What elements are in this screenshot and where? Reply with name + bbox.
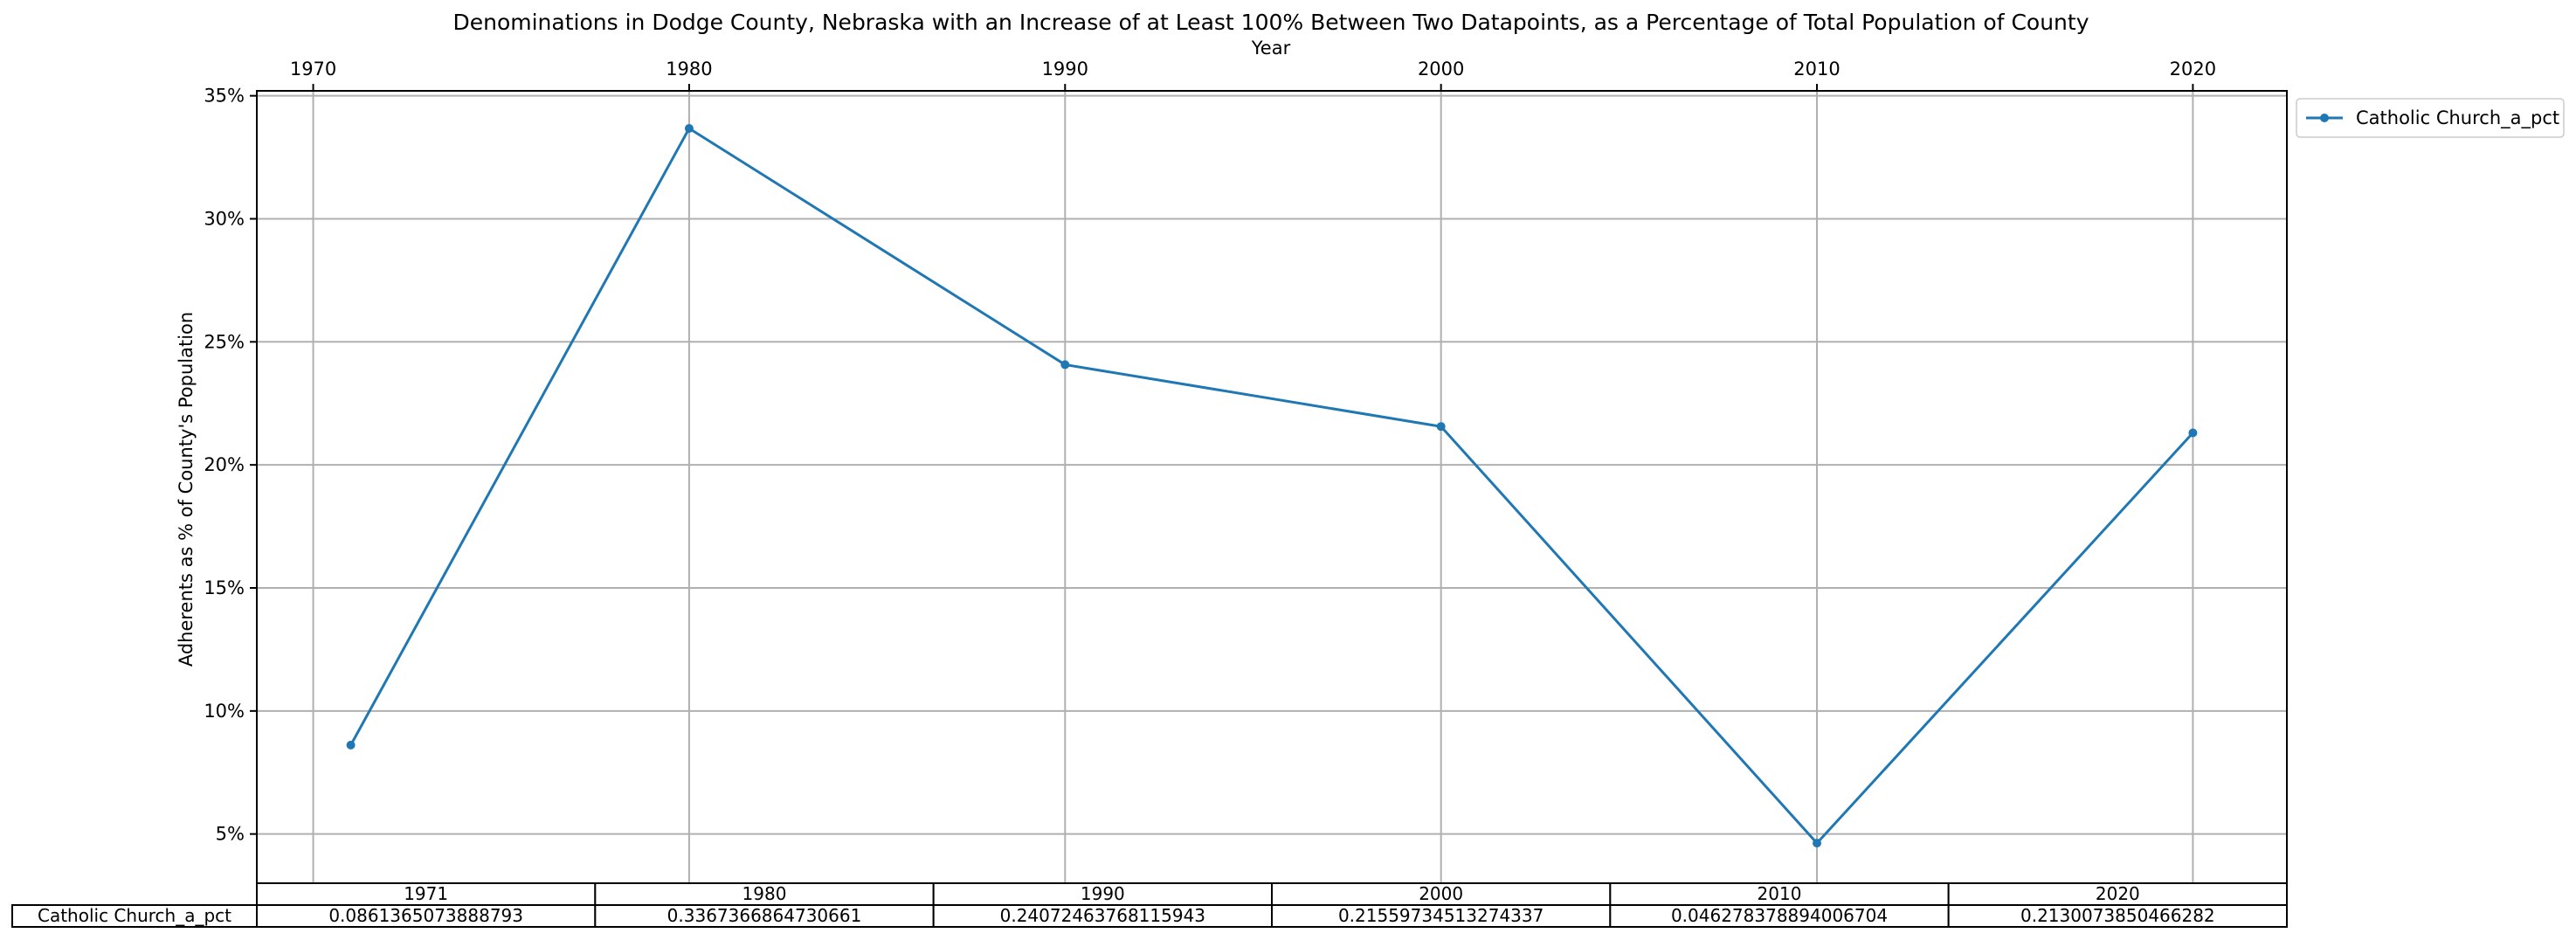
chart-title: Denominations in Dodge County, Nebraska …	[452, 10, 2089, 35]
legend: Catholic Church_a_pct	[2296, 98, 2565, 138]
table-header-cell	[1271, 882, 1612, 906]
grid-lines	[257, 91, 2287, 883]
data-point	[1436, 422, 1446, 432]
table-header-cell	[1947, 882, 2289, 906]
legend-marker	[2320, 114, 2329, 122]
y-axis-label: Adherents as % of County's Population	[176, 312, 197, 667]
x-axis-ticks: 1970 1980 1990 2000 2010 2020	[290, 59, 2216, 91]
legend-box	[2296, 98, 2565, 138]
x-tick-label: 1980	[666, 59, 712, 79]
plot-frame	[256, 90, 2288, 884]
table-column-label: 2000	[1419, 883, 1463, 904]
y-tick-label: 5%	[216, 824, 245, 845]
x-axis-label: Year	[1251, 38, 1291, 59]
data-point	[1813, 839, 1822, 848]
legend-label: Catholic Church_a_pct	[2356, 107, 2559, 129]
y-tick-label: 30%	[204, 208, 245, 229]
table-row-label-cell	[11, 904, 258, 928]
x-tick-label: 1970	[290, 59, 336, 79]
y-tick-label: 20%	[204, 454, 245, 475]
series-line	[349, 127, 2194, 845]
table-cell-value: 0.3367366864730661	[667, 905, 862, 926]
table-column-label: 1971	[404, 883, 448, 904]
y-tick-label: 15%	[204, 577, 245, 598]
table-column-label: 2010	[1758, 883, 1802, 904]
data-table: 1971 1980 1990 2000 2010 2020 Catholic Church_…	[11, 882, 2289, 928]
table-row-label: Catholic Church_a_pct	[38, 905, 231, 926]
y-tick-label: 25%	[204, 331, 245, 352]
y-tick-label: 35%	[204, 86, 245, 107]
series-layer	[346, 123, 2198, 848]
table-cell-value: 0.0861365073888793	[328, 905, 523, 926]
table-cell	[1947, 904, 2289, 928]
table-cell-value: 0.24072463768115943	[1000, 905, 1205, 926]
x-tick-label: 2020	[2170, 59, 2216, 79]
table-cell	[1609, 904, 1950, 928]
table-header-cell	[1609, 882, 1950, 906]
data-point	[346, 740, 356, 750]
data-point	[2188, 428, 2198, 438]
data-point	[684, 123, 694, 133]
table-cell-value: 0.2130073850466282	[2020, 905, 2215, 926]
table-cell-value: 0.046278378894006704	[1671, 905, 1888, 926]
table-cell-value: 0.21559734513274337	[1338, 905, 1544, 926]
data-point	[1060, 360, 1070, 370]
y-tick-label: 10%	[204, 701, 245, 722]
x-tick-label: 2000	[1418, 59, 1464, 79]
table-column-label: 1980	[742, 883, 787, 904]
y-axis-ticks: 5% 10% 15% 20% 25% 30% 35%	[204, 86, 257, 845]
table-column-label: 1990	[1081, 883, 1125, 904]
x-tick-label: 2010	[1793, 59, 1840, 79]
x-tick-label: 1990	[1042, 59, 1088, 79]
table-column-label: 2020	[2096, 883, 2140, 904]
